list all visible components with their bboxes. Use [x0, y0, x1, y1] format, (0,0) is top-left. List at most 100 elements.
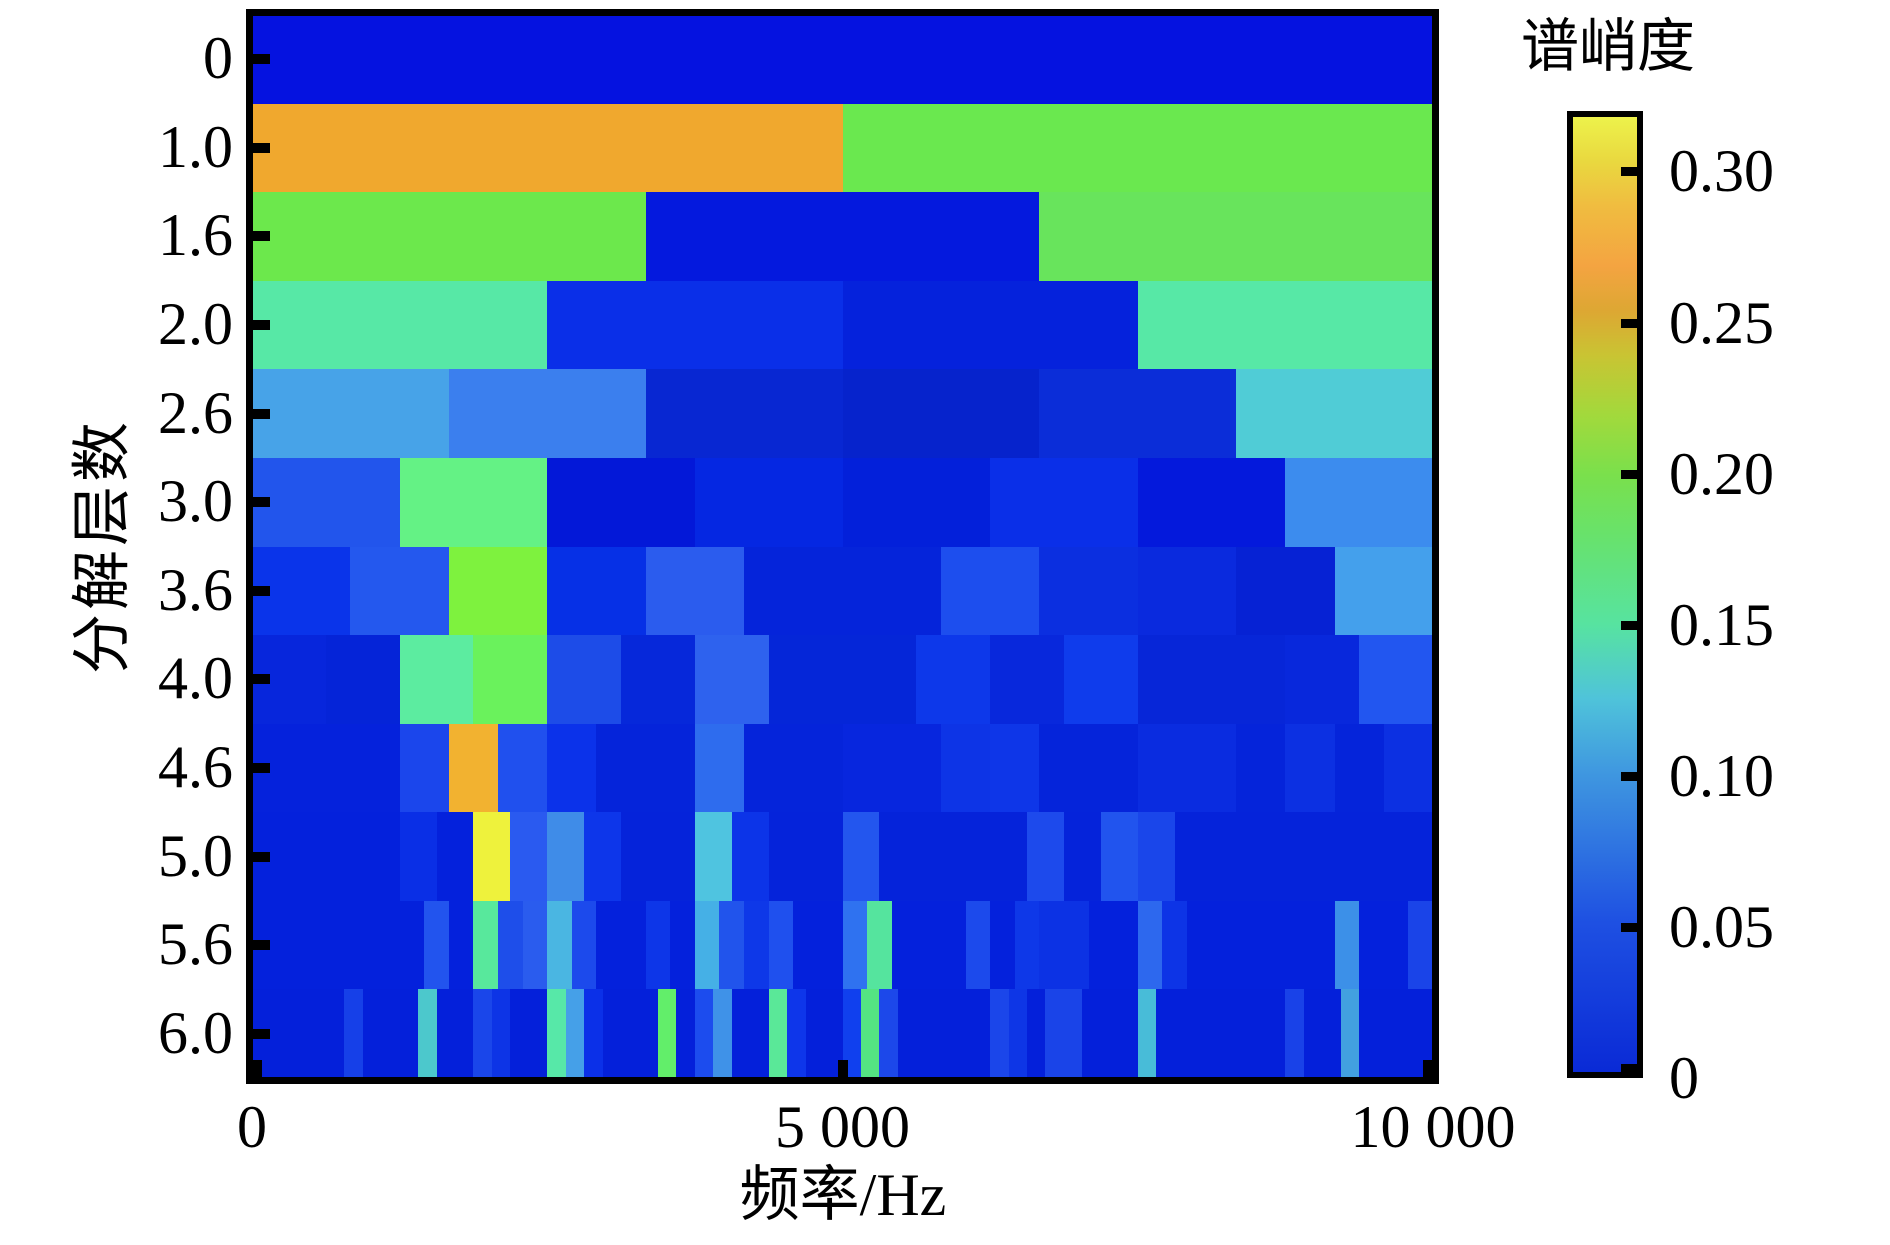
heatmap-cell — [547, 635, 622, 725]
colorbar-tick-mark — [1621, 1064, 1637, 1073]
heatmap-cell — [1285, 635, 1360, 725]
heatmap-cell — [897, 989, 918, 1079]
heatmap-cell — [1027, 989, 1047, 1079]
heatmap-cell — [750, 989, 770, 1079]
heatmap-cell — [498, 723, 549, 814]
y-tick-mark — [250, 674, 270, 685]
heatmap-cell — [1396, 812, 1434, 902]
heatmap-cell — [252, 280, 549, 371]
heatmap-cell — [879, 812, 918, 902]
heatmap-cell — [645, 900, 672, 991]
colorbar-tick-label: 0.15 — [1669, 591, 1774, 658]
heatmap-cell — [344, 989, 364, 1079]
heatmap-cell — [1039, 192, 1434, 282]
heatmap-cell — [805, 989, 825, 1079]
heatmap-cell — [990, 989, 1010, 1079]
heatmap-cell — [1186, 900, 1213, 991]
y-tick-label: 4.0 — [158, 645, 233, 712]
colorbar-tick-label: 0 — [1669, 1045, 1699, 1111]
heatmap-cell — [621, 900, 647, 991]
colorbar-tick-label: 0.05 — [1669, 893, 1774, 960]
heatmap-cell — [842, 723, 893, 814]
heatmap-cell — [1156, 989, 1176, 1079]
heatmap-cell — [1137, 723, 1188, 814]
heatmap-cell — [252, 103, 844, 193]
heatmap-cell — [1340, 989, 1360, 1079]
heatmap-cell — [971, 989, 991, 1079]
heatmap-cell — [1260, 900, 1287, 991]
heatmap-cell — [1063, 812, 1102, 902]
heatmap-cell — [350, 723, 401, 814]
colorbar-title: 谱峭度 — [1520, 14, 1696, 79]
heatmap-cell — [1027, 812, 1065, 902]
heatmap-cell — [584, 812, 622, 902]
colorbar-tick-label: 0.30 — [1669, 138, 1774, 205]
heatmap-cell — [528, 989, 549, 1079]
heatmap-cell — [1414, 989, 1434, 1079]
heatmap-cell — [448, 369, 647, 459]
heatmap-cell — [805, 812, 844, 902]
y-tick-label: 1.0 — [158, 113, 233, 180]
heatmap-cell — [1359, 900, 1385, 991]
heatmap-cell — [768, 900, 795, 991]
colorbar-tick-mark — [1621, 469, 1637, 479]
heatmap-cell — [1100, 812, 1139, 902]
colorbar-tick-label: 0.25 — [1669, 289, 1774, 356]
heatmap-cell — [645, 723, 696, 814]
heatmap-cell — [1039, 723, 1090, 814]
colorbar — [1567, 111, 1643, 1078]
heatmap-cell — [1193, 989, 1213, 1079]
heatmap-cell — [325, 635, 401, 725]
heatmap-cell — [350, 900, 376, 991]
heatmap-cell — [448, 723, 499, 814]
heatmap-cell — [1285, 723, 1336, 814]
heatmap-cell — [1186, 723, 1237, 814]
heatmap-cell — [1236, 546, 1336, 636]
heatmap-cell — [817, 900, 844, 991]
heatmap-cell — [1088, 723, 1139, 814]
heatmap-cell — [694, 900, 721, 991]
heatmap-cell — [1039, 546, 1139, 636]
heatmap-cell — [1137, 635, 1213, 725]
heatmap-cell — [916, 812, 955, 902]
colorbar-tick-mark — [1621, 620, 1637, 630]
heatmap-cell — [731, 812, 770, 902]
heatmap-cell — [307, 989, 327, 1079]
heatmap-cell — [670, 900, 696, 991]
heatmap-cell — [1322, 989, 1342, 1079]
heatmap-cell — [1063, 900, 1090, 991]
heatmap-cell — [565, 989, 585, 1079]
heatmap-cell — [547, 723, 598, 814]
y-tick-mark — [250, 54, 270, 65]
heatmap-cell — [744, 900, 770, 991]
heatmap-cell — [584, 989, 604, 1079]
heatmap-cell — [288, 989, 309, 1079]
heatmap-cell — [744, 723, 795, 814]
heatmap-cell — [694, 723, 745, 814]
y-tick-mark — [250, 762, 270, 773]
heatmap-cell — [473, 989, 493, 1079]
heatmap-cell — [454, 989, 475, 1079]
heatmap-cell — [1137, 280, 1434, 371]
heatmap-cell — [288, 812, 327, 902]
heatmap-cell — [940, 900, 967, 991]
x-tick-label: 0 — [237, 1094, 267, 1160]
heatmap-cell — [362, 989, 382, 1079]
colorbar-tick-mark — [1621, 771, 1637, 781]
heatmap-cell — [547, 546, 647, 636]
heatmap-cell — [473, 812, 512, 902]
heatmap-cell — [842, 989, 862, 1079]
heatmap-cell — [436, 989, 456, 1079]
heatmap-cell — [719, 900, 745, 991]
heatmap-cell — [1137, 812, 1176, 902]
heatmap-cell — [602, 989, 622, 1079]
heatmap-cell — [510, 812, 549, 902]
y-tick-mark — [250, 585, 270, 596]
heatmap-cell — [418, 989, 438, 1079]
heatmap-cell — [621, 812, 659, 902]
y-tick-mark — [250, 408, 270, 419]
y-tick-label: 2.6 — [158, 379, 233, 446]
colorbar-tick-mark — [1621, 318, 1637, 328]
heatmap-cell — [645, 546, 745, 636]
heatmap-cell — [325, 900, 352, 991]
